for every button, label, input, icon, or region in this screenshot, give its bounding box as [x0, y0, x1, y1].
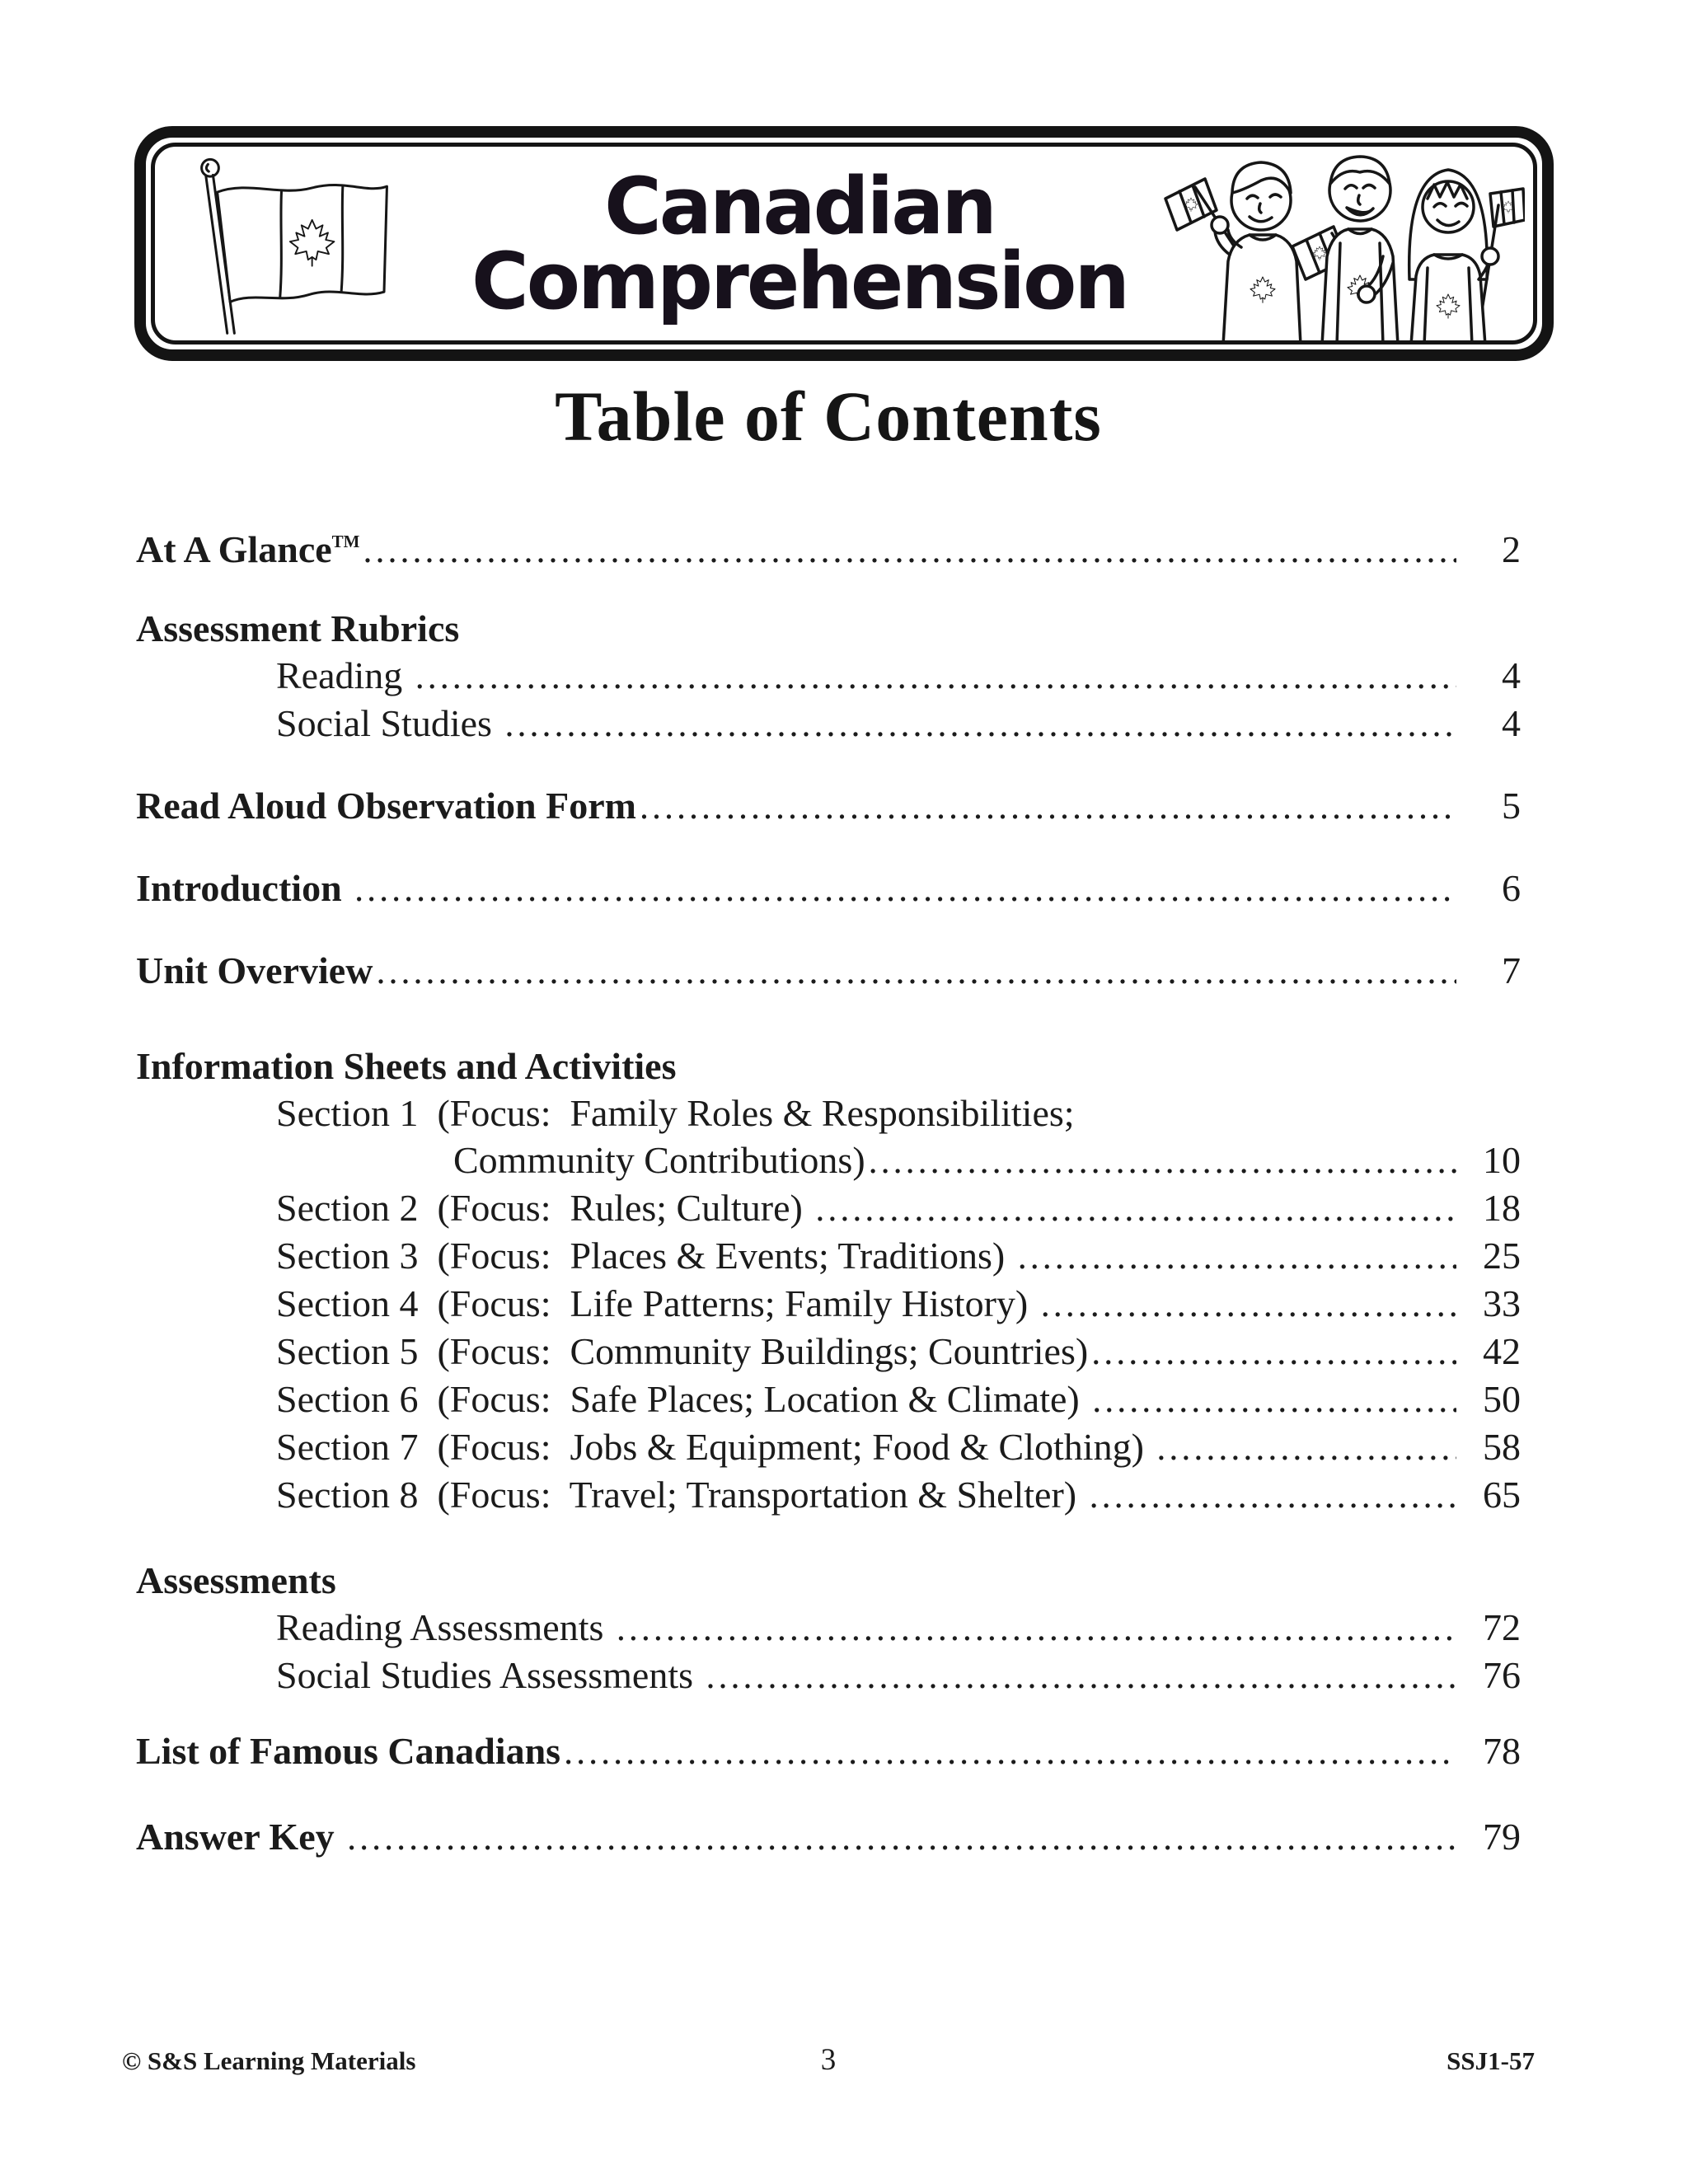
header-banner: Canadian Comprehension: [134, 126, 1554, 361]
toc-heading-information-sheets: Information Sheets and Activities: [136, 1043, 1521, 1090]
toc-entry-label: Community Contributions): [453, 1139, 865, 1181]
toc-entry-label: Assessment Rubrics: [136, 607, 460, 649]
toc-entry-page: 6: [1502, 867, 1521, 909]
banner-title-line1: Canadian: [604, 162, 997, 253]
toc-entry-reading-assessments: Reading Assessments 72: [136, 1604, 1521, 1652]
toc-entry-page: 72: [1483, 1606, 1521, 1648]
toc-entry-label: Section 1 (Focus: Family Roles & Respons…: [276, 1092, 1075, 1134]
toc-entry-label: Section 3 (Focus: Places & Events; Tradi…: [276, 1235, 1015, 1277]
dot-leader: [1092, 1376, 1456, 1423]
dot-leader: [640, 782, 1456, 830]
trademark-superscript: TM: [331, 532, 360, 551]
toc-entry-list-of-famous-canadians: List of Famous Canadians 78: [136, 1727, 1521, 1775]
children-holding-flags-icon: [1164, 155, 1525, 340]
dot-leader: [1018, 1232, 1456, 1280]
toc-entry-label: Section 4 (Focus: Life Patterns; Family …: [276, 1282, 1038, 1324]
dot-leader: [1090, 1471, 1456, 1519]
toc-entry-page: 10: [1483, 1139, 1521, 1181]
toc-entry-section-1-line1: Section 1 (Focus: Family Roles & Respons…: [136, 1090, 1521, 1137]
toc-entry-label: Section 7 (Focus: Jobs & Equipment; Food…: [276, 1426, 1154, 1468]
dot-leader: [869, 1137, 1456, 1184]
page-footer: © S&S Learning Materials 3 SSJ1-57: [122, 2042, 1535, 2078]
canadian-flag-icon: [200, 157, 388, 335]
toc-entry-label: Section 5 (Focus: Community Buildings; C…: [276, 1330, 1089, 1372]
toc-entry-page: 65: [1483, 1474, 1521, 1516]
toc-entry-page: 79: [1483, 1816, 1521, 1858]
toc-entry-section-6: Section 6 (Focus: Safe Places; Location …: [136, 1376, 1521, 1423]
toc-entry-page: 58: [1483, 1426, 1521, 1468]
toc-entry-section-4: Section 4 (Focus: Life Patterns; Family …: [136, 1280, 1521, 1328]
toc-heading-assessments: Assessments: [136, 1557, 1521, 1604]
toc-entry-label: Section 6 (Focus: Safe Places; Location …: [276, 1378, 1090, 1420]
toc-entry-label: Social Studies: [276, 702, 502, 744]
toc-entry-page: 5: [1502, 785, 1521, 827]
dot-leader: [415, 652, 1456, 700]
toc-entry-page: 42: [1483, 1330, 1521, 1372]
dot-leader: [706, 1652, 1456, 1699]
page-title: Table of Contents: [555, 377, 1102, 456]
toc-entry-introduction: Introduction 6: [136, 865, 1521, 912]
dot-leader: [354, 865, 1456, 912]
toc-entry-label: List of Famous Canadians: [136, 1730, 561, 1772]
toc-entry-label: Information Sheets and Activities: [136, 1045, 677, 1087]
dot-leader: [363, 526, 1457, 574]
toc-entry-label: Read Aloud Observation Form: [136, 785, 636, 827]
toc-entry-page: 76: [1483, 1654, 1521, 1696]
toc-entry-page: 18: [1483, 1187, 1521, 1229]
toc-entry-section-8: Section 8 (Focus: Travel; Transportation…: [136, 1471, 1521, 1519]
toc-entry-section-5: Section 5 (Focus: Community Buildings; C…: [136, 1328, 1521, 1376]
dot-leader: [564, 1727, 1456, 1775]
toc-entry-label: Section 2 (Focus: Rules; Culture): [276, 1187, 813, 1229]
footer-page-number: 3: [820, 2043, 837, 2077]
toc-entry-page: 4: [1502, 654, 1521, 696]
toc-entry-read-aloud-observation-form: Read Aloud Observation Form 5: [136, 782, 1521, 830]
dot-leader: [347, 1813, 1456, 1861]
toc-entry-label: Social Studies Assessments: [276, 1654, 703, 1696]
toc-entry-section-3: Section 3 (Focus: Places & Events; Tradi…: [136, 1232, 1521, 1280]
toc-entry-reading: Reading 4: [136, 652, 1521, 700]
toc-entry-label: At A Glance: [136, 528, 332, 570]
banner-title: Canadian Comprehension: [437, 162, 1162, 327]
toc-entry-page: 78: [1483, 1730, 1521, 1772]
toc-heading-assessment-rubrics: Assessment Rubrics: [136, 605, 1521, 652]
header-banner-inner: Canadian Comprehension: [151, 143, 1537, 344]
footer-copyright: © S&S Learning Materials: [122, 2046, 416, 2075]
toc-entry-label: Reading Assessments: [276, 1606, 613, 1648]
toc-entry-social-studies-assessments: Social Studies Assessments 76: [136, 1652, 1521, 1699]
toc-entry-label: Section 8 (Focus: Travel; Transportation…: [276, 1474, 1086, 1516]
toc-entry-page: 4: [1502, 702, 1521, 744]
dot-leader: [1156, 1423, 1456, 1471]
dot-leader: [815, 1184, 1456, 1232]
toc-entry-page: 7: [1502, 949, 1521, 991]
toc-entry-section-7: Section 7 (Focus: Jobs & Equipment; Food…: [136, 1423, 1521, 1471]
toc-entry-label: Assessments: [136, 1559, 336, 1601]
toc-entry-answer-key: Answer Key 79: [136, 1813, 1521, 1861]
dot-leader: [1091, 1328, 1456, 1376]
toc-entry-page: 2: [1502, 528, 1521, 570]
dot-leader: [1041, 1280, 1456, 1328]
toc-entry-label: Unit Overview: [136, 949, 373, 991]
toc-entry-section-1-line2: Community Contributions) 10: [136, 1137, 1521, 1184]
toc-entry-label: Introduction: [136, 867, 352, 909]
banner-title-line2: Comprehension: [471, 236, 1130, 327]
toc-entry-social-studies: Social Studies 4: [136, 700, 1521, 748]
footer-product-code: SSJ1-57: [1447, 2046, 1535, 2075]
toc-entry-section-2: Section 2 (Focus: Rules; Culture) 18: [136, 1184, 1521, 1232]
toc-entry-page: 50: [1483, 1378, 1521, 1420]
dot-leader: [504, 700, 1456, 748]
dot-leader: [617, 1604, 1456, 1652]
dot-leader: [376, 947, 1456, 995]
toc-entry-page: 25: [1483, 1235, 1521, 1277]
toc-entry-page: 33: [1483, 1282, 1521, 1324]
toc-entry-label: Answer Key: [136, 1816, 345, 1858]
toc-entry-unit-overview: Unit Overview 7: [136, 947, 1521, 995]
toc-entry-label: Reading: [276, 654, 412, 696]
